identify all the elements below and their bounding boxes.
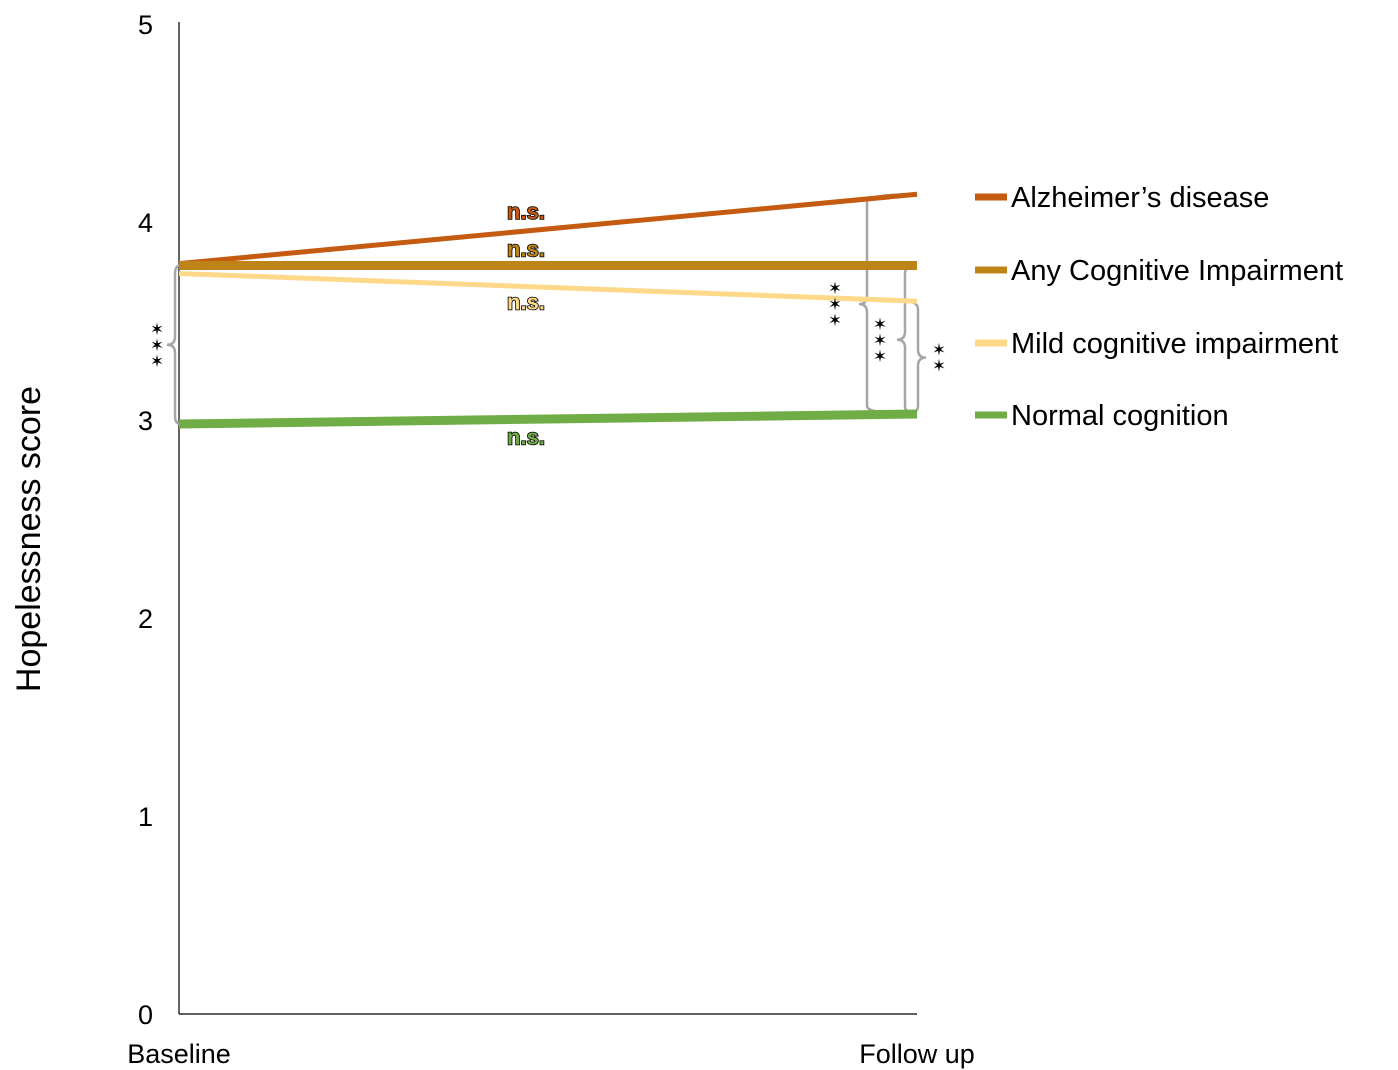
legend-label: Any Cognitive Impairment	[1011, 255, 1343, 287]
ns-label: n.s.	[507, 424, 545, 449]
star-glyph: ✶	[873, 331, 887, 351]
y-tick-label: 0	[138, 1000, 153, 1030]
y-axis-label: Hopelessness score	[10, 386, 48, 692]
significance-bracket	[904, 299, 927, 416]
annotations: n.s.n.s.n.s.n.s.✶ ✶ ✶✶ ✶ ✶ ✶ ✶ ✶ ✶ ✶	[150, 198, 946, 450]
y-tick-label: 5	[138, 10, 153, 40]
significance-stars: ✶ ✶	[932, 341, 946, 377]
y-tick-label: 3	[138, 406, 153, 436]
legend-label: Normal cognition	[1011, 400, 1229, 432]
significance-bracket	[896, 264, 918, 416]
significance-stars: ✶ ✶ ✶	[828, 279, 842, 331]
star-glyph: ✶	[150, 320, 164, 340]
x-tick-label: Baseline	[127, 1039, 231, 1069]
y-tick-label: 2	[138, 604, 153, 634]
significance-stars: ✶ ✶ ✶	[873, 315, 887, 367]
ns-label: n.s.	[507, 237, 545, 262]
star-glyph: ✶	[828, 311, 842, 331]
star-glyph: ✶	[828, 295, 842, 315]
significance-stars: ✶ ✶ ✶	[150, 320, 164, 372]
star-glyph: ✶	[932, 357, 946, 377]
series-line	[178, 409, 918, 429]
legend-label: Alzheimer’s disease	[1011, 182, 1269, 214]
axes: 0 1 2 3 4 5 Baseline Follow up Hopelessness scor…	[10, 10, 975, 1069]
legend: Alzheimer’s disease Any Cognitive Impairm…	[975, 182, 1343, 432]
x-tick-label: Follow up	[859, 1039, 975, 1069]
y-tick-label: 1	[138, 802, 153, 832]
star-glyph: ✶	[873, 315, 887, 335]
star-glyph: ✶	[828, 279, 842, 299]
series-line	[178, 191, 918, 267]
significance-bracket	[166, 264, 182, 426]
legend-label: Mild cognitive impairment	[1011, 328, 1338, 360]
ns-label: n.s.	[507, 290, 545, 315]
y-tick-label: 4	[138, 208, 153, 238]
star-glyph: ✶	[150, 336, 164, 356]
series-lines	[178, 191, 918, 429]
star-glyph: ✶	[932, 341, 946, 361]
ns-label: n.s.	[507, 199, 545, 224]
significance-bracket	[858, 193, 918, 416]
star-glyph: ✶	[873, 347, 887, 367]
series-line	[178, 270, 918, 304]
star-glyph: ✶	[150, 352, 164, 372]
